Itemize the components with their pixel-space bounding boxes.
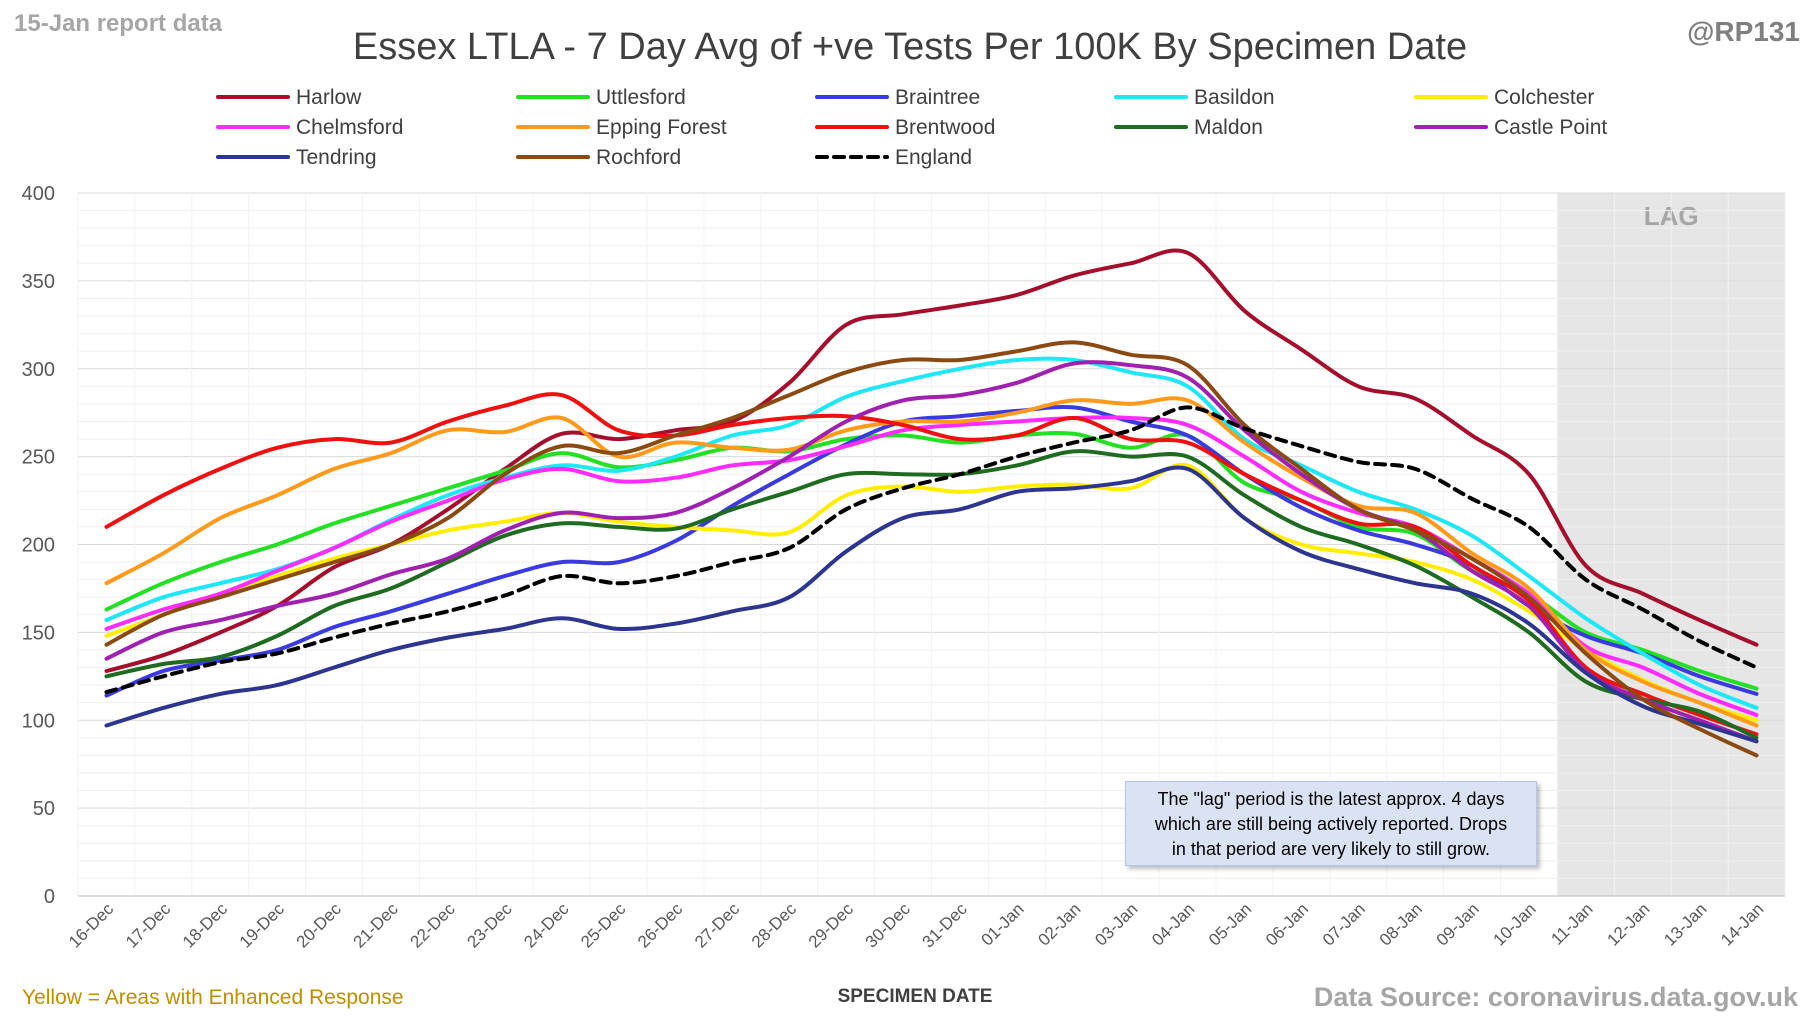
series-line-brentwood: [104, 392, 1759, 737]
x-tick-label: 30-Dec: [862, 899, 915, 952]
legend-label: Epping Forest: [596, 116, 727, 139]
y-tick-label: 0: [44, 886, 55, 908]
y-tick-label: 50: [33, 798, 55, 820]
legend-label: Uttlesford: [596, 86, 686, 109]
x-tick-label: 28-Dec: [748, 899, 801, 952]
x-tick-label: 03-Jan: [1091, 899, 1141, 949]
y-tick-label: 400: [22, 183, 55, 205]
series-line-england: [104, 405, 1759, 695]
x-tick-label: 10-Jan: [1490, 899, 1540, 949]
report-date-label: 15-Jan report data: [14, 10, 223, 37]
y-axis-ticks: 0 50 100 150 200 250 300 350 400: [22, 183, 55, 908]
legend-label: Chelmsford: [296, 116, 403, 139]
x-tick-label: 14-Jan: [1717, 899, 1767, 949]
y-tick-label: 150: [22, 622, 55, 644]
annotation-line-2: which are still being actively reported.…: [1154, 814, 1508, 834]
x-tick-label: 08-Jan: [1376, 899, 1426, 949]
gridlines: [77, 192, 1786, 897]
x-tick-label: 04-Jan: [1148, 899, 1198, 949]
y-tick-label: 350: [22, 271, 55, 293]
enhanced-response-note: Yellow = Areas with Enhanced Response: [22, 986, 404, 1009]
legend-label: Maldon: [1194, 116, 1263, 139]
x-tick-label: 23-Dec: [463, 899, 516, 952]
x-tick-label: 05-Jan: [1205, 899, 1255, 949]
legend: Harlow Uttlesford Braintree Basildon Colches…: [216, 86, 1607, 169]
x-tick-label: 06-Jan: [1262, 899, 1312, 949]
series-lines: [104, 248, 1759, 758]
x-tick-label: 27-Dec: [691, 899, 744, 952]
series-line-castle-point: [104, 360, 1759, 744]
series-line-epping-forest: [104, 396, 1759, 728]
x-tick-label: 09-Jan: [1433, 899, 1483, 949]
chart-title: Essex LTLA - 7 Day Avg of +ve Tests Per …: [352, 26, 1468, 68]
y-tick-label: 250: [22, 447, 55, 469]
legend-label: Colchester: [1494, 86, 1594, 109]
x-tick-label: 18-Dec: [179, 899, 232, 952]
series-line-maldon: [104, 449, 1759, 740]
x-tick-label: 25-Dec: [577, 899, 630, 952]
legend-label: Castle Point: [1494, 116, 1607, 139]
x-tick-label: 29-Dec: [805, 899, 858, 952]
legend-label: Basildon: [1194, 86, 1275, 109]
legend-label: England: [895, 146, 972, 169]
x-axis-ticks: 16-Dec 17-Dec 18-Dec 19-Dec 20-Dec 21-Dec 22-D…: [65, 899, 1767, 952]
x-tick-label: 13-Jan: [1660, 899, 1710, 949]
x-tick-label: 01-Jan: [977, 899, 1027, 949]
y-tick-label: 200: [22, 535, 55, 557]
x-tick-label: 16-Dec: [65, 899, 118, 952]
series-line-rochford: [104, 340, 1759, 758]
x-tick-label: 12-Jan: [1603, 899, 1653, 949]
legend-label: Braintree: [895, 86, 980, 109]
legend-label: Rochford: [596, 146, 681, 169]
x-tick-label: 07-Jan: [1319, 899, 1369, 949]
legend-label: Tendring: [296, 146, 377, 169]
x-tick-label: 24-Dec: [520, 899, 573, 952]
x-tick-label: 31-Dec: [919, 899, 972, 952]
legend-label: Harlow: [296, 86, 362, 109]
lag-annotation-box: The "lag" period is the latest approx. 4…: [1125, 781, 1537, 866]
series-line-tendring: [104, 465, 1759, 744]
y-tick-label: 100: [22, 710, 55, 732]
y-tick-label: 300: [22, 359, 55, 381]
x-tick-label: 22-Dec: [406, 899, 459, 952]
x-tick-label: 21-Dec: [350, 899, 403, 952]
x-tick-label: 20-Dec: [293, 899, 346, 952]
x-tick-label: 17-Dec: [122, 899, 175, 952]
author-handle: @RP131: [1687, 16, 1800, 47]
x-tick-label: 11-Jan: [1547, 899, 1596, 948]
annotation-line-1: The "lag" period is the latest approx. 4…: [1157, 789, 1505, 809]
x-tick-label: 26-Dec: [634, 899, 687, 952]
x-axis-label: SPECIMEN DATE: [838, 986, 993, 1007]
data-source: Data Source: coronavirus.data.gov.uk: [1313, 982, 1798, 1012]
legend-label: Brentwood: [895, 116, 995, 139]
x-tick-label: 19-Dec: [236, 899, 289, 952]
x-tick-label: 02-Jan: [1034, 899, 1084, 949]
annotation-line-3: in that period are very likely to still …: [1171, 839, 1491, 859]
